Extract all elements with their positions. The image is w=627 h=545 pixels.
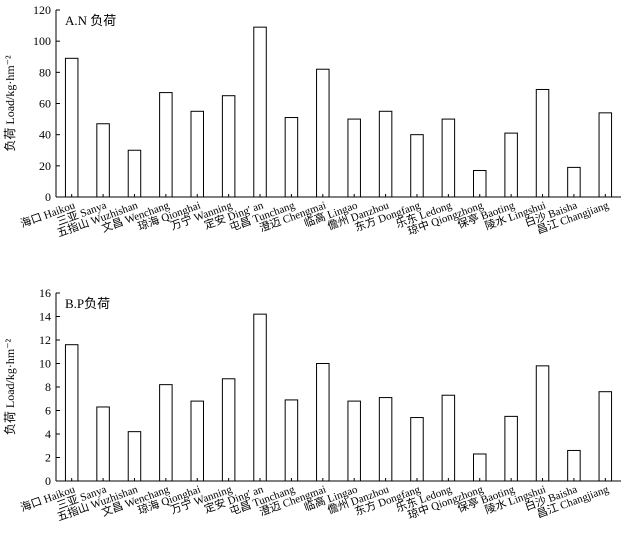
chart-title: A.N 负荷: [65, 13, 116, 28]
bar-1: [64, 57, 79, 198]
y-tick-label: 80: [39, 65, 51, 79]
bar-11: [378, 397, 393, 482]
y-tick-label: 2: [45, 451, 51, 465]
bar-13: [441, 118, 456, 198]
bar-3: [127, 431, 142, 482]
y-tick-label: 20: [39, 159, 51, 173]
bar-18: [598, 112, 613, 198]
bar-8: [284, 117, 299, 198]
bar-15: [504, 415, 518, 482]
bar-14: [473, 170, 487, 198]
bar-17: [567, 166, 581, 198]
bar-2: [96, 123, 110, 198]
bar-4: [159, 92, 173, 198]
chart-title: B.P负荷: [65, 296, 110, 311]
bar-10: [347, 118, 361, 198]
y-tick-label: 12: [39, 333, 51, 347]
bar-7: [253, 313, 267, 482]
bar-12: [410, 134, 424, 198]
bar-5: [190, 400, 204, 482]
y-tick-label: 8: [45, 380, 51, 394]
y-tick-label: 40: [39, 128, 51, 142]
y-tick-label: 10: [39, 357, 51, 371]
bar-15: [504, 132, 518, 198]
bar-14: [473, 453, 487, 482]
y-axis-title: 负荷 Load/kg·hm⁻²: [3, 55, 17, 152]
bar-12: [410, 417, 424, 482]
y-tick-label: 60: [39, 97, 51, 111]
bar-8: [284, 399, 299, 482]
bar-7: [253, 26, 267, 198]
bar-4: [159, 384, 173, 482]
bar-11: [378, 110, 393, 198]
bar-6: [221, 95, 236, 198]
bar-13: [441, 394, 456, 482]
bar-5: [190, 110, 204, 198]
bar-17: [567, 449, 581, 482]
bar-16: [535, 88, 550, 198]
bar-9: [316, 68, 330, 198]
y-tick-label: 16: [39, 286, 51, 300]
bar-10: [347, 400, 361, 482]
bar-2: [96, 406, 110, 482]
y-tick-label: 14: [39, 310, 51, 324]
y-tick-label: 4: [45, 427, 51, 441]
bar-1: [64, 344, 79, 482]
bar-9: [316, 363, 330, 482]
y-tick-label: 0: [45, 190, 51, 204]
y-tick-label: 6: [45, 404, 51, 418]
bar-3: [127, 149, 142, 198]
y-tick-label: 100: [33, 34, 51, 48]
y-tick-label: 120: [33, 3, 51, 17]
bar-18: [598, 391, 613, 482]
bar-16: [535, 365, 550, 482]
y-axis-title: 负荷 Load/kg·hm⁻²: [3, 338, 17, 435]
bar-6: [221, 378, 236, 482]
y-tick-label: 0: [45, 474, 51, 488]
